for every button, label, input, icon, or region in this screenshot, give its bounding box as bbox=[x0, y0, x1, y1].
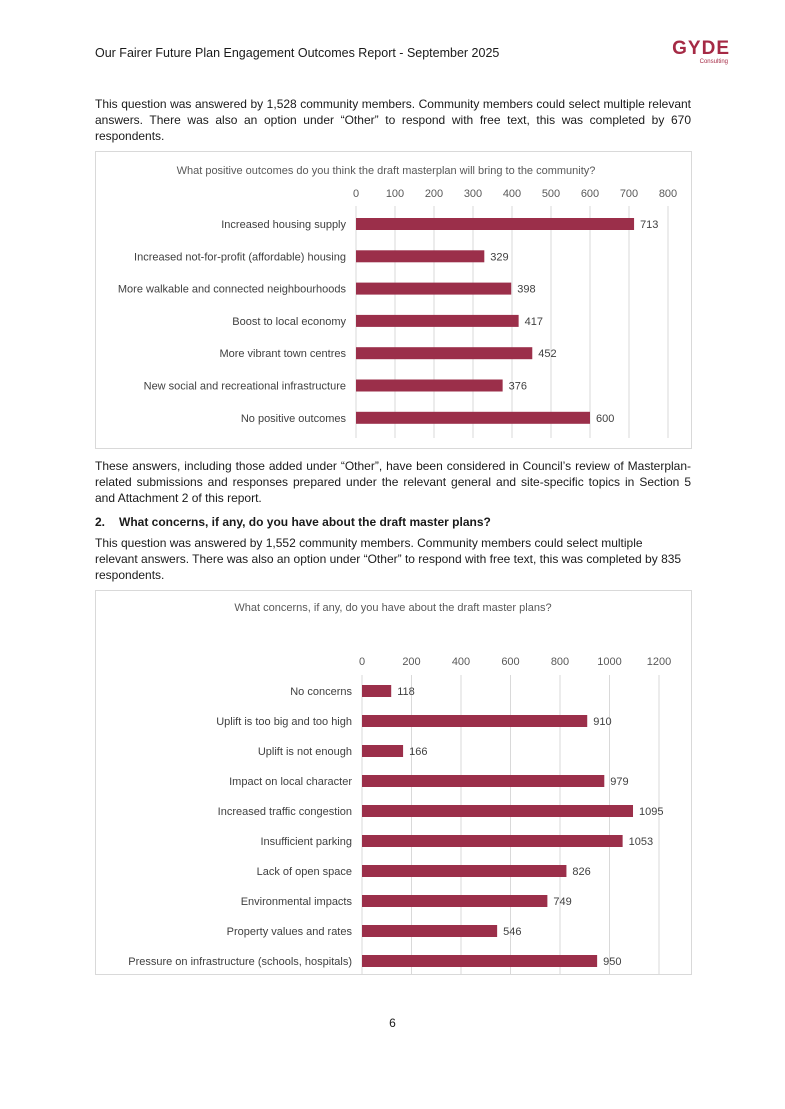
data-label: 546 bbox=[503, 926, 521, 938]
gyde-logo: GYDE Consulting bbox=[638, 38, 730, 68]
x-tick-label: 700 bbox=[620, 188, 638, 200]
category-label: Increased not-for-profit (affordable) ho… bbox=[134, 251, 346, 263]
x-tick-label: 400 bbox=[503, 188, 521, 200]
chart-concerns: What concerns, if any, do you have about… bbox=[95, 590, 692, 975]
x-tick-label: 100 bbox=[386, 188, 404, 200]
data-label: 826 bbox=[572, 866, 590, 878]
category-label: No positive outcomes bbox=[241, 413, 347, 425]
category-label: More vibrant town centres bbox=[219, 348, 346, 360]
category-label: New social and recreational infrastructu… bbox=[144, 381, 346, 393]
data-label: 398 bbox=[517, 284, 535, 296]
data-label: 950 bbox=[603, 956, 621, 968]
logo-wordmark: GYDE bbox=[672, 38, 730, 59]
x-tick-label: 500 bbox=[542, 188, 560, 200]
category-label: Increased housing supply bbox=[221, 219, 346, 231]
data-label: 329 bbox=[490, 251, 508, 263]
question-2-number: 2. bbox=[95, 515, 106, 529]
x-tick-label: 600 bbox=[581, 188, 599, 200]
intro-paragraph-2: This question was answered by 1,552 comm… bbox=[95, 536, 682, 582]
category-label: No concerns bbox=[290, 686, 352, 698]
chart-positive-outcomes: What positive outcomes do you think the … bbox=[95, 151, 692, 449]
category-label: Insufficient parking bbox=[260, 836, 352, 848]
x-tick-label: 1000 bbox=[597, 656, 621, 668]
bar bbox=[362, 805, 634, 817]
page-number: 6 bbox=[389, 1016, 396, 1030]
data-label: 376 bbox=[509, 381, 527, 393]
x-tick-label: 400 bbox=[452, 656, 470, 668]
bar bbox=[356, 379, 503, 392]
chart-title: What positive outcomes do you think the … bbox=[177, 165, 596, 177]
chart-concerns-svg: What concerns, if any, do you have about… bbox=[128, 602, 671, 974]
data-label: 1095 bbox=[639, 806, 663, 818]
category-label: Uplift is too big and too high bbox=[216, 716, 352, 728]
bar bbox=[362, 895, 548, 907]
data-label: 749 bbox=[553, 896, 571, 908]
category-label: Increased traffic congestion bbox=[218, 806, 352, 818]
bar bbox=[356, 314, 519, 327]
bar bbox=[356, 347, 533, 360]
category-label: More walkable and connected neighbourhoo… bbox=[118, 284, 347, 296]
data-label: 417 bbox=[525, 316, 543, 328]
data-label: 713 bbox=[640, 219, 658, 231]
x-tick-label: 1200 bbox=[647, 656, 671, 668]
question-2-text: What concerns, if any, do you have about… bbox=[119, 515, 491, 529]
data-label: 1053 bbox=[629, 836, 653, 848]
bar bbox=[362, 835, 623, 847]
category-label: Property values and rates bbox=[227, 926, 353, 938]
category-label: Environmental impacts bbox=[241, 896, 353, 908]
category-label: Pressure on infrastructure (schools, hos… bbox=[128, 956, 352, 968]
chart-positive-outcomes-svg: What positive outcomes do you think the … bbox=[118, 165, 677, 438]
bar bbox=[356, 411, 590, 424]
category-label: Lack of open space bbox=[257, 866, 352, 878]
x-tick-label: 0 bbox=[353, 188, 359, 200]
chart-title: What concerns, if any, do you have about… bbox=[234, 602, 551, 614]
bar bbox=[356, 282, 512, 295]
bar bbox=[362, 955, 598, 967]
x-tick-label: 800 bbox=[659, 188, 677, 200]
page-header-title: Our Fairer Future Plan Engagement Outcom… bbox=[95, 46, 500, 60]
data-label: 910 bbox=[593, 716, 611, 728]
data-label: 118 bbox=[397, 686, 415, 698]
bar bbox=[362, 745, 404, 757]
bar bbox=[356, 218, 635, 230]
bar bbox=[362, 775, 605, 787]
question-2-heading: 2. What concerns, if any, do you have abo… bbox=[95, 515, 491, 529]
bar bbox=[362, 865, 567, 877]
logo-subtitle: Consulting bbox=[699, 59, 728, 65]
x-tick-label: 200 bbox=[402, 656, 420, 668]
data-label: 600 bbox=[596, 413, 614, 425]
x-tick-label: 300 bbox=[464, 188, 482, 200]
after-chart-paragraph: These answers, including those added und… bbox=[95, 459, 691, 505]
data-label: 979 bbox=[610, 776, 628, 788]
data-label: 166 bbox=[409, 746, 427, 758]
bar bbox=[362, 715, 588, 727]
bar bbox=[362, 925, 498, 937]
data-label: 452 bbox=[538, 348, 556, 360]
x-tick-label: 0 bbox=[359, 656, 365, 668]
x-tick-label: 800 bbox=[551, 656, 569, 668]
category-label: Impact on local character bbox=[229, 776, 352, 788]
x-tick-label: 600 bbox=[501, 656, 519, 668]
bar bbox=[362, 685, 392, 697]
category-label: Uplift is not enough bbox=[258, 746, 352, 758]
intro-paragraph-1: This question was answered by 1,528 comm… bbox=[95, 97, 691, 143]
x-tick-label: 200 bbox=[425, 188, 443, 200]
bar bbox=[356, 250, 485, 263]
category-label: Boost to local economy bbox=[232, 316, 346, 328]
